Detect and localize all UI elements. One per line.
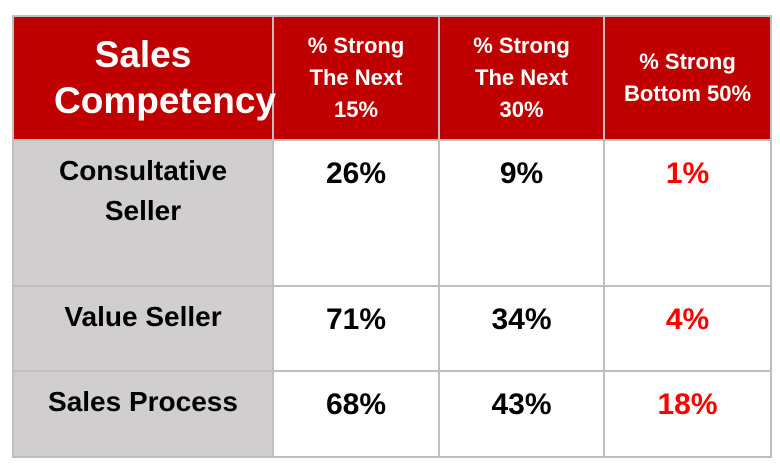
value-cell: 71%: [272, 284, 440, 373]
table-row: Consultative Seller 26% 9% 1%: [12, 139, 772, 287]
value-cell: 4%: [603, 284, 772, 373]
value-cell: 34%: [438, 284, 605, 373]
header-cell: % Strong Bottom 50%: [603, 15, 772, 141]
table-row: Value Seller 71% 34% 4%: [12, 284, 772, 373]
value-cell: 18%: [603, 370, 772, 458]
header-cell: % Strong The Next 15%: [272, 15, 440, 141]
value-cell: 9%: [438, 139, 605, 287]
row-label: Consultative Seller: [12, 139, 274, 287]
header-cell: Sales Competency: [12, 15, 276, 141]
value-cell: 26%: [272, 139, 440, 287]
header-row: Sales Competency% Strong The Next 15%% S…: [12, 15, 772, 141]
value-cell: 68%: [272, 370, 440, 458]
value-cell: 43%: [438, 370, 605, 458]
table-body: Consultative Seller 26% 9% 1% Value Seller 71…: [12, 139, 772, 458]
row-label: Value Seller: [12, 284, 274, 373]
table-row: Sales Process 68% 43% 18%: [12, 370, 772, 458]
competency-table: Sales Competency% Strong The Next 15%% S…: [12, 15, 772, 458]
header-cell: % Strong The Next 30%: [438, 15, 605, 141]
value-cell: 1%: [603, 139, 772, 287]
row-label: Sales Process: [12, 370, 274, 458]
table-header: Sales Competency% Strong The Next 15%% S…: [12, 15, 772, 141]
